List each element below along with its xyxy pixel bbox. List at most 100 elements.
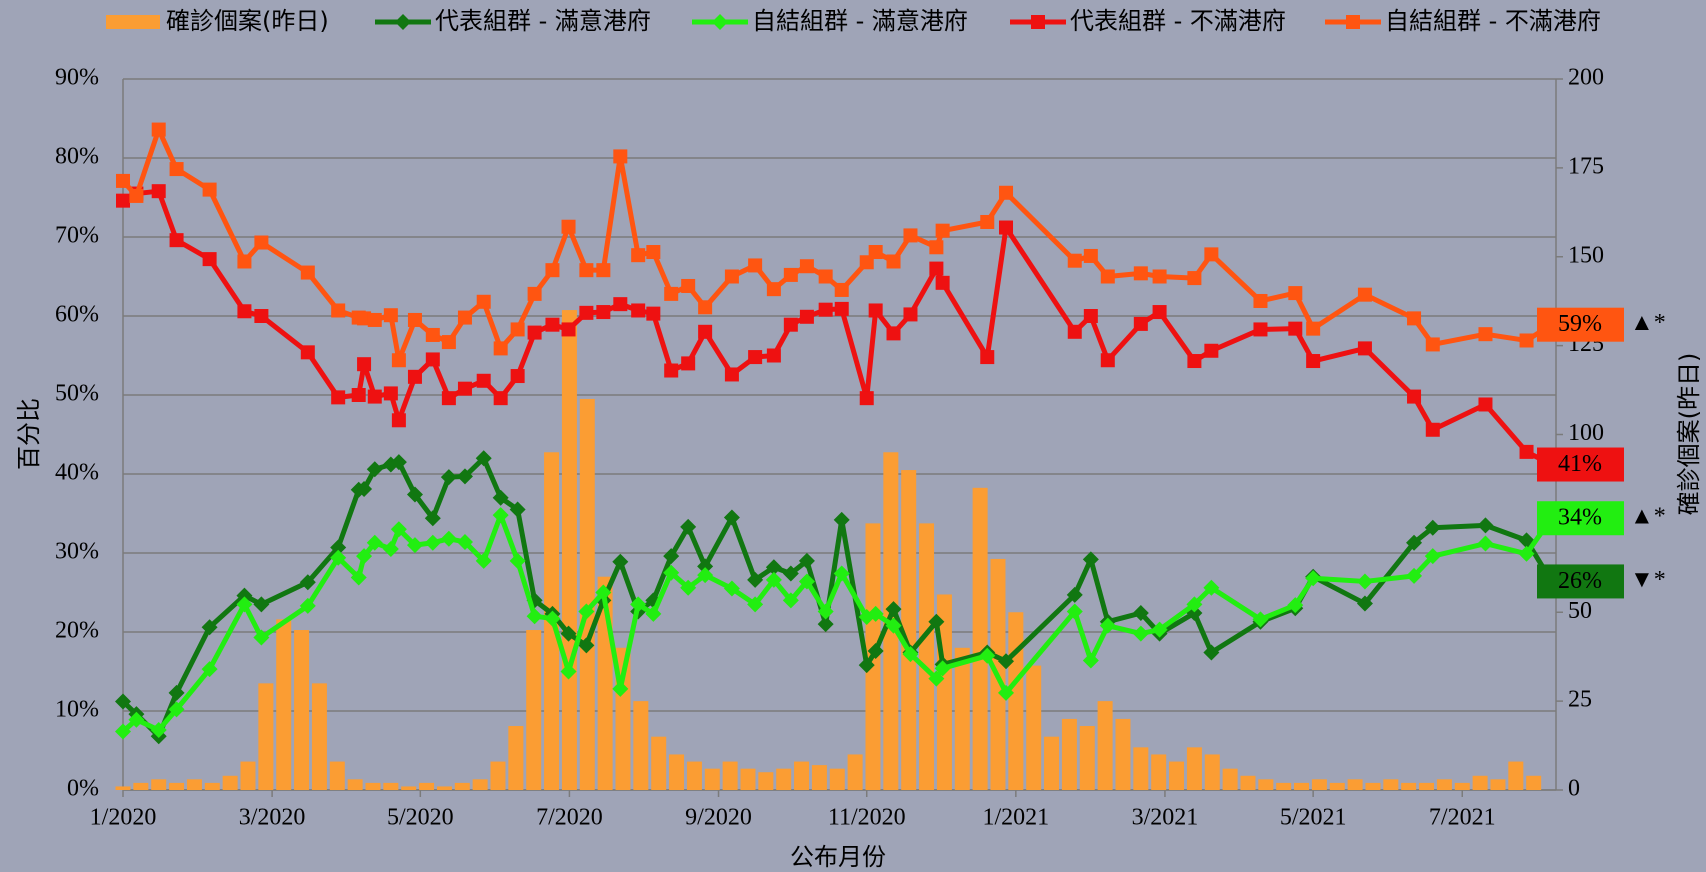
marker — [1066, 603, 1083, 620]
marker — [475, 450, 492, 467]
bar — [151, 779, 167, 790]
marker — [630, 596, 647, 613]
marker — [476, 373, 491, 388]
bar — [1419, 782, 1435, 790]
marker — [367, 389, 382, 404]
marker — [1187, 354, 1202, 369]
marker — [1424, 548, 1441, 565]
marker — [300, 345, 315, 360]
marker — [765, 559, 782, 576]
marker — [254, 235, 269, 250]
y-tick-label: 90% — [55, 65, 99, 91]
bar — [579, 398, 595, 790]
change-marker: ▲* — [1630, 310, 1666, 336]
marker — [1152, 305, 1167, 320]
marker — [366, 461, 383, 478]
bar — [1097, 701, 1113, 790]
legend-swatch — [106, 15, 160, 29]
marker — [595, 584, 612, 601]
marker — [457, 310, 472, 325]
marker — [1082, 652, 1099, 669]
marker — [833, 565, 850, 582]
marker — [357, 311, 372, 326]
marker — [596, 263, 611, 278]
marker — [560, 663, 577, 680]
bar — [1204, 754, 1220, 790]
marker — [151, 122, 166, 137]
marker — [236, 587, 253, 604]
bar — [561, 310, 577, 790]
marker — [612, 680, 629, 697]
marker — [858, 657, 875, 674]
change-marker: ▲* — [1630, 504, 1666, 530]
bar — [669, 754, 685, 790]
marker — [367, 312, 382, 327]
y-tick-label: 50% — [55, 381, 99, 407]
marker — [613, 149, 628, 164]
marker — [646, 306, 661, 321]
bar — [133, 782, 149, 790]
marker — [202, 252, 217, 267]
marker — [859, 391, 874, 406]
marker — [681, 356, 696, 371]
marker — [169, 162, 184, 177]
marker — [406, 537, 423, 554]
marker — [799, 309, 814, 324]
bar — [347, 779, 363, 790]
legend-marker — [1346, 15, 1360, 29]
marker — [202, 182, 217, 197]
marker — [928, 613, 945, 630]
marker — [440, 469, 457, 486]
x-tick-label: 3/2021 — [1132, 805, 1199, 831]
bar — [1329, 782, 1345, 790]
marker — [406, 486, 423, 503]
bar — [1454, 782, 1470, 790]
bar — [1401, 782, 1417, 790]
bar — [204, 782, 220, 790]
marker — [723, 509, 740, 526]
marker — [561, 322, 576, 337]
x-tick-label: 5/2020 — [387, 805, 454, 831]
marker — [818, 302, 833, 317]
marker — [1203, 644, 1220, 661]
marker — [509, 552, 526, 569]
marker — [390, 521, 407, 538]
marker — [1100, 269, 1115, 284]
marker — [115, 723, 131, 740]
marker — [631, 303, 646, 318]
marker — [510, 322, 525, 337]
bar — [1061, 718, 1077, 790]
marker — [646, 245, 661, 260]
marker — [1519, 333, 1534, 348]
marker — [935, 275, 950, 290]
marker — [382, 541, 399, 558]
bar — [115, 786, 131, 790]
marker — [150, 721, 167, 738]
marker — [115, 693, 131, 710]
marker — [356, 548, 373, 565]
marker — [766, 348, 781, 363]
marker — [929, 261, 944, 276]
marker — [1288, 321, 1303, 336]
marker — [1187, 271, 1202, 286]
marker — [509, 501, 526, 518]
marker — [664, 286, 679, 301]
marker — [1477, 535, 1494, 552]
marker — [998, 653, 1015, 670]
marker — [151, 184, 166, 199]
bar — [954, 647, 970, 790]
marker — [1252, 611, 1269, 628]
marker — [1424, 519, 1441, 536]
marker — [868, 303, 883, 318]
marker — [885, 601, 902, 618]
marker — [834, 282, 849, 297]
marker — [612, 553, 629, 570]
marker — [299, 597, 316, 614]
marker — [833, 511, 850, 528]
marker — [663, 564, 680, 581]
marker — [783, 317, 798, 332]
marker — [383, 386, 398, 401]
x-tick-label: 1/2021 — [982, 805, 1049, 831]
bar — [704, 768, 720, 790]
